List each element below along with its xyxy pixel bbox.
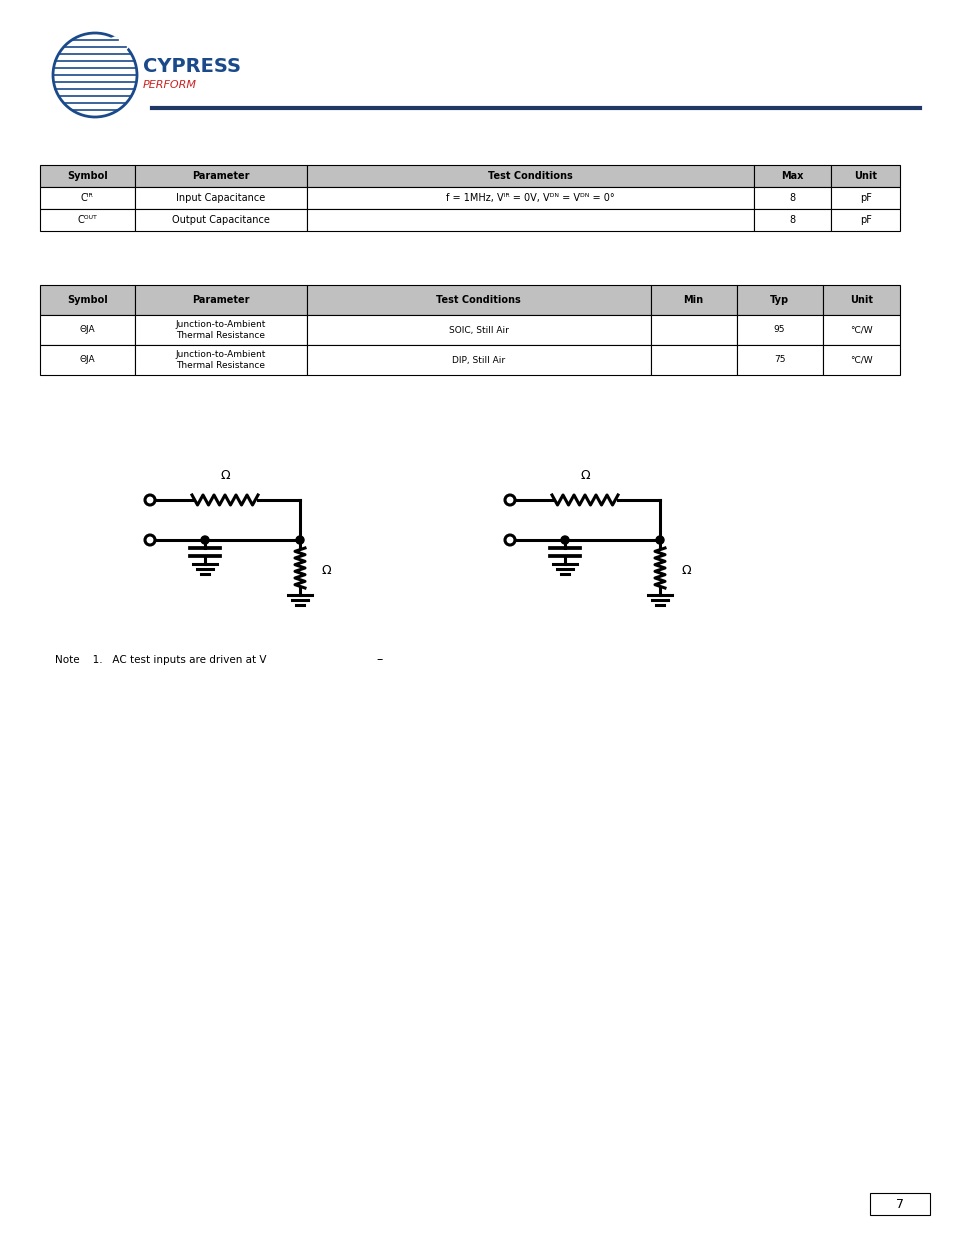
FancyBboxPatch shape (306, 285, 650, 315)
FancyBboxPatch shape (134, 186, 306, 209)
Text: °C/W: °C/W (849, 326, 872, 335)
Text: ΘJA: ΘJA (79, 326, 95, 335)
FancyBboxPatch shape (134, 209, 306, 231)
FancyBboxPatch shape (306, 315, 650, 345)
Circle shape (201, 536, 209, 543)
FancyBboxPatch shape (306, 209, 753, 231)
Text: Max: Max (781, 170, 802, 182)
Polygon shape (90, 37, 130, 57)
FancyBboxPatch shape (650, 315, 736, 345)
FancyBboxPatch shape (736, 345, 821, 375)
Text: DIP, Still Air: DIP, Still Air (452, 356, 505, 364)
FancyBboxPatch shape (830, 165, 899, 186)
FancyBboxPatch shape (134, 315, 306, 345)
FancyBboxPatch shape (40, 186, 134, 209)
Text: 75: 75 (773, 356, 784, 364)
Text: ΘJA: ΘJA (79, 356, 95, 364)
Text: Input Capacitance: Input Capacitance (175, 193, 265, 203)
Text: 8: 8 (789, 193, 795, 203)
Text: PERFORM: PERFORM (143, 80, 196, 90)
FancyBboxPatch shape (753, 209, 830, 231)
Text: Symbol: Symbol (67, 295, 108, 305)
Text: °C/W: °C/W (849, 356, 872, 364)
Text: Min: Min (682, 295, 703, 305)
FancyBboxPatch shape (306, 186, 753, 209)
Text: 7: 7 (895, 1198, 903, 1210)
Text: 95: 95 (773, 326, 784, 335)
Text: Ω: Ω (322, 563, 332, 577)
FancyBboxPatch shape (753, 186, 830, 209)
FancyBboxPatch shape (821, 285, 899, 315)
Text: Typ: Typ (769, 295, 788, 305)
FancyBboxPatch shape (736, 285, 821, 315)
FancyBboxPatch shape (830, 209, 899, 231)
FancyBboxPatch shape (306, 165, 753, 186)
Text: SOIC, Still Air: SOIC, Still Air (448, 326, 508, 335)
Text: pF: pF (859, 215, 871, 225)
FancyBboxPatch shape (40, 209, 134, 231)
FancyBboxPatch shape (134, 285, 306, 315)
Text: Ω: Ω (220, 469, 230, 482)
Text: Unit: Unit (849, 295, 872, 305)
FancyBboxPatch shape (830, 186, 899, 209)
Text: Test Conditions: Test Conditions (487, 170, 572, 182)
Text: CYPRESS: CYPRESS (143, 58, 241, 77)
Text: Cᴼᵁᵀ: Cᴼᵁᵀ (77, 215, 97, 225)
FancyBboxPatch shape (40, 165, 134, 186)
Text: Symbol: Symbol (67, 170, 108, 182)
Text: Ω: Ω (579, 469, 589, 482)
Text: Parameter: Parameter (192, 170, 249, 182)
FancyBboxPatch shape (40, 345, 134, 375)
Text: Cᴵᴿ: Cᴵᴿ (81, 193, 93, 203)
Text: pF: pF (859, 193, 871, 203)
Text: Unit: Unit (853, 170, 876, 182)
Text: –: – (376, 653, 383, 667)
FancyBboxPatch shape (40, 285, 134, 315)
Text: Junction-to-Ambient
Thermal Resistance: Junction-to-Ambient Thermal Resistance (175, 320, 266, 341)
Text: Note    1.   AC test inputs are driven at V: Note 1. AC test inputs are driven at V (55, 655, 266, 664)
FancyBboxPatch shape (821, 315, 899, 345)
Text: 8: 8 (789, 215, 795, 225)
Circle shape (560, 536, 568, 543)
FancyBboxPatch shape (753, 165, 830, 186)
Text: Parameter: Parameter (192, 295, 249, 305)
FancyBboxPatch shape (821, 345, 899, 375)
Text: Test Conditions: Test Conditions (436, 295, 520, 305)
Circle shape (295, 536, 304, 543)
FancyBboxPatch shape (650, 285, 736, 315)
FancyBboxPatch shape (134, 345, 306, 375)
Text: Output Capacitance: Output Capacitance (172, 215, 270, 225)
Text: f = 1MHz, Vᴵᴿ = 0V, Vᴰᴺ = Vᴰᴺ = 0°: f = 1MHz, Vᴵᴿ = 0V, Vᴰᴺ = Vᴰᴺ = 0° (445, 193, 614, 203)
FancyBboxPatch shape (869, 1193, 929, 1215)
FancyBboxPatch shape (134, 165, 306, 186)
FancyBboxPatch shape (40, 315, 134, 345)
Text: Ω: Ω (681, 563, 691, 577)
FancyBboxPatch shape (650, 345, 736, 375)
Circle shape (656, 536, 663, 543)
FancyBboxPatch shape (736, 315, 821, 345)
FancyBboxPatch shape (306, 345, 650, 375)
Text: Junction-to-Ambient
Thermal Resistance: Junction-to-Ambient Thermal Resistance (175, 350, 266, 370)
